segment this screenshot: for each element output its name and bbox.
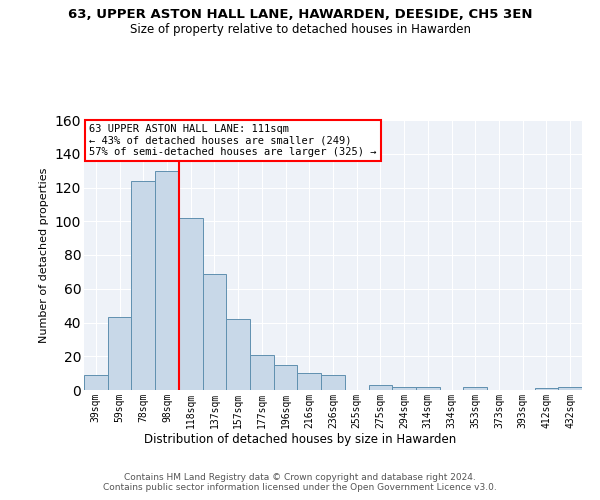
Bar bbox=[108, 318, 131, 390]
Bar bbox=[84, 375, 108, 390]
Bar bbox=[392, 386, 416, 390]
Bar bbox=[226, 319, 250, 390]
Bar bbox=[368, 385, 392, 390]
Text: Distribution of detached houses by size in Hawarden: Distribution of detached houses by size … bbox=[144, 432, 456, 446]
Bar bbox=[416, 386, 440, 390]
Bar bbox=[203, 274, 226, 390]
Text: Size of property relative to detached houses in Hawarden: Size of property relative to detached ho… bbox=[130, 22, 470, 36]
Text: Contains HM Land Registry data © Crown copyright and database right 2024.
Contai: Contains HM Land Registry data © Crown c… bbox=[103, 472, 497, 492]
Bar bbox=[274, 364, 298, 390]
Text: 63, UPPER ASTON HALL LANE, HAWARDEN, DEESIDE, CH5 3EN: 63, UPPER ASTON HALL LANE, HAWARDEN, DEE… bbox=[68, 8, 532, 20]
Text: 63 UPPER ASTON HALL LANE: 111sqm
← 43% of detached houses are smaller (249)
57% : 63 UPPER ASTON HALL LANE: 111sqm ← 43% o… bbox=[89, 124, 376, 157]
Bar bbox=[131, 180, 155, 390]
Bar bbox=[463, 386, 487, 390]
Bar bbox=[250, 354, 274, 390]
Bar bbox=[535, 388, 558, 390]
Bar bbox=[558, 386, 582, 390]
Bar bbox=[321, 375, 345, 390]
Bar bbox=[155, 170, 179, 390]
Bar bbox=[298, 373, 321, 390]
Bar bbox=[179, 218, 203, 390]
Y-axis label: Number of detached properties: Number of detached properties bbox=[39, 168, 49, 342]
